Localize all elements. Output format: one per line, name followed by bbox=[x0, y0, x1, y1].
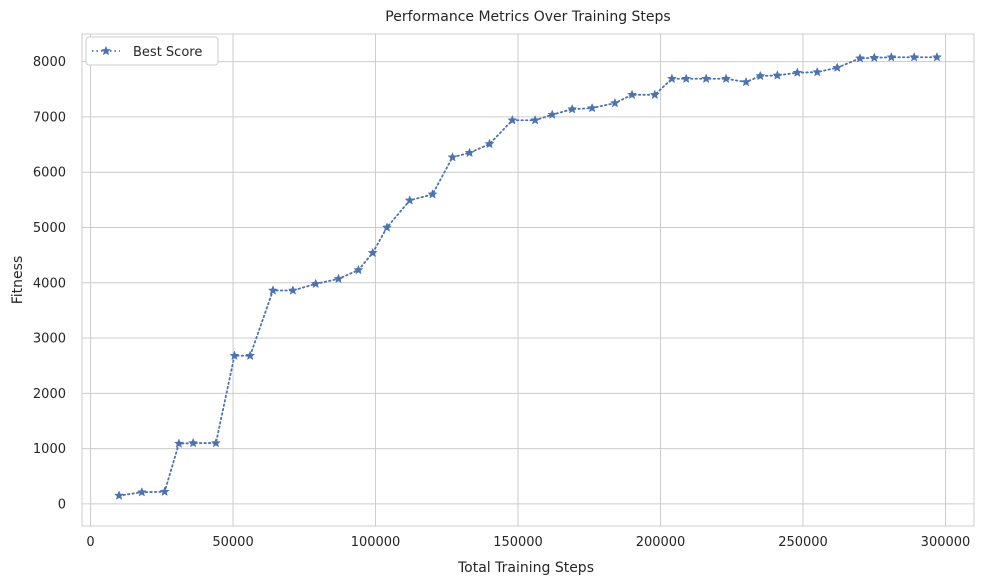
x-tick-label: 300000 bbox=[921, 535, 971, 550]
x-tick-label: 100000 bbox=[351, 535, 401, 550]
y-axis-ticks: 0 1000 2000 3000 4000 5000 6000 7000 8000 bbox=[33, 55, 66, 512]
data-point bbox=[188, 437, 199, 448]
data-point bbox=[381, 222, 392, 232]
data-point bbox=[310, 278, 321, 289]
data-point bbox=[114, 490, 125, 500]
data-point bbox=[649, 89, 660, 100]
grid bbox=[82, 34, 974, 526]
y-tick-label: 3000 bbox=[33, 332, 66, 347]
y-tick-label: 0 bbox=[58, 497, 66, 512]
data-point bbox=[159, 486, 170, 497]
y-axis-label: Fitness bbox=[10, 256, 26, 305]
data-point bbox=[740, 76, 752, 87]
data-point bbox=[832, 62, 843, 72]
data-point bbox=[701, 73, 712, 84]
data-point bbox=[229, 350, 240, 361]
y-tick-label: 7000 bbox=[33, 110, 66, 125]
data-point bbox=[909, 51, 920, 62]
data-point bbox=[173, 438, 184, 448]
chart-title: Performance Metrics Over Training Steps bbox=[385, 9, 670, 25]
x-tick-label: 250000 bbox=[778, 535, 828, 550]
data-point bbox=[267, 285, 278, 295]
x-tick-label: 150000 bbox=[493, 535, 543, 550]
x-axis-ticks: 0 50000 100000 150000 200000 250000 300000 bbox=[86, 535, 970, 550]
data-point bbox=[869, 52, 880, 63]
legend-marker bbox=[100, 45, 112, 56]
data-point bbox=[567, 103, 578, 114]
data-point bbox=[721, 73, 732, 84]
data-point bbox=[507, 114, 518, 125]
data-point bbox=[353, 264, 364, 275]
data-point bbox=[609, 97, 620, 108]
data-point bbox=[931, 51, 942, 62]
data-point bbox=[245, 350, 256, 361]
data-point bbox=[484, 138, 495, 149]
data-point bbox=[886, 51, 897, 62]
y-tick-label: 8000 bbox=[33, 55, 66, 70]
data-point bbox=[626, 89, 638, 100]
y-tick-label: 2000 bbox=[33, 387, 66, 402]
data-point bbox=[792, 67, 803, 77]
data-point bbox=[547, 109, 558, 119]
data-point bbox=[666, 73, 677, 84]
series-markers bbox=[114, 51, 942, 500]
data-point bbox=[136, 486, 147, 497]
y-tick-label: 4000 bbox=[33, 276, 66, 291]
data-point bbox=[367, 247, 378, 258]
plot-area bbox=[81, 33, 975, 527]
y-tick-label: 6000 bbox=[33, 166, 66, 181]
data-point bbox=[333, 273, 344, 284]
x-axis-label: Total Training Steps bbox=[457, 560, 594, 576]
x-tick-label: 200000 bbox=[636, 535, 686, 550]
data-point bbox=[681, 73, 692, 84]
y-tick-label: 5000 bbox=[33, 221, 66, 236]
data-point bbox=[427, 189, 438, 199]
y-tick-label: 1000 bbox=[33, 442, 66, 457]
data-point bbox=[287, 285, 298, 295]
data-point bbox=[404, 195, 415, 205]
data-point bbox=[854, 53, 866, 63]
data-point bbox=[530, 114, 541, 125]
x-tick-label: 0 bbox=[86, 535, 94, 550]
data-point bbox=[587, 102, 598, 113]
data-point bbox=[447, 151, 458, 162]
data-point bbox=[812, 66, 823, 77]
legend: Best Score bbox=[85, 36, 219, 66]
data-point bbox=[755, 70, 766, 81]
legend-box bbox=[85, 36, 219, 66]
legend-label: Best Score bbox=[133, 45, 202, 60]
data-point bbox=[772, 70, 783, 80]
x-tick-label: 50000 bbox=[212, 535, 253, 550]
data-point bbox=[210, 437, 221, 448]
data-point bbox=[464, 147, 475, 158]
